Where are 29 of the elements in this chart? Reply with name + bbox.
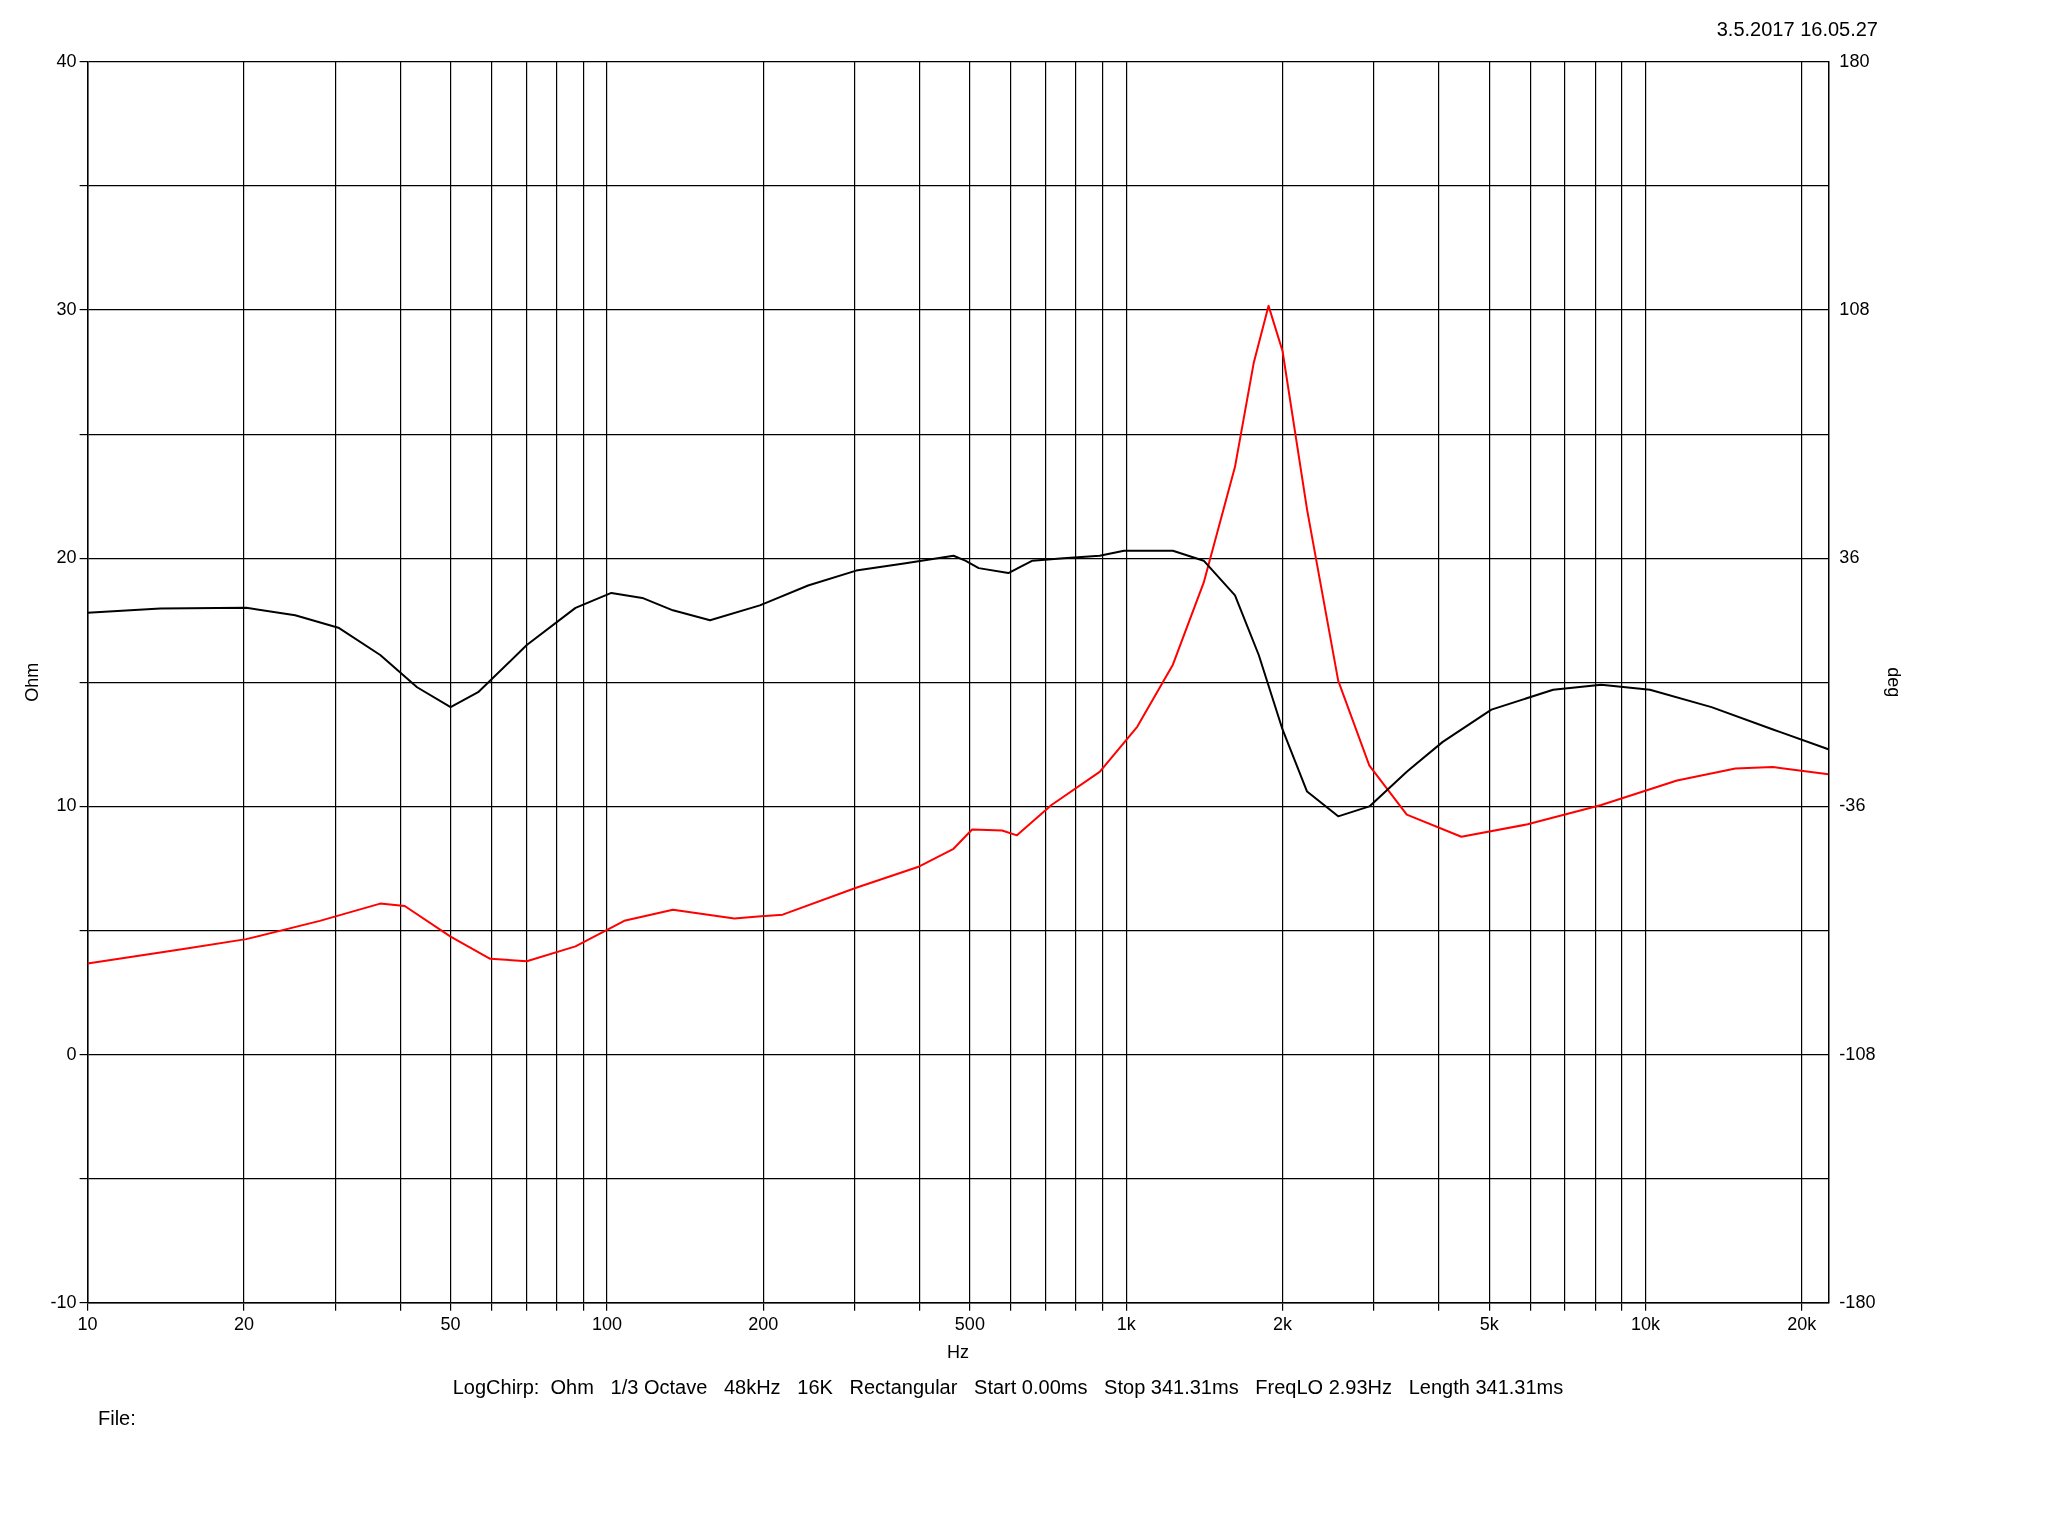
- y-tick-label: 10: [56, 795, 77, 816]
- y2-tick-label: -36: [1839, 795, 1866, 816]
- x-tick-label: 10: [77, 1313, 98, 1334]
- x-tick-label: 5k: [1479, 1313, 1500, 1334]
- x-tick-label: 20k: [1787, 1313, 1818, 1334]
- y2-tick-label: -180: [1839, 1291, 1876, 1312]
- y-tick-label: 40: [56, 50, 77, 71]
- x-tick-label: 200: [748, 1313, 779, 1334]
- x-tick-label: 1k: [1116, 1313, 1137, 1334]
- y-tick-label: 0: [66, 1043, 77, 1064]
- x-tick-label: 20: [233, 1313, 254, 1334]
- x-tick-label: 2k: [1273, 1313, 1294, 1334]
- y2-tick-label: 36: [1839, 547, 1860, 568]
- x-tick-label: 500: [954, 1313, 985, 1334]
- y-tick-label: -10: [50, 1291, 77, 1312]
- x-tick-label: 10k: [1630, 1313, 1661, 1334]
- text: LogChirp: Ohm 1/3 Octave 48kHz 16K Rectangular Start 0.00ms Stop 341.31ms FreqLO 2.93Hz Length 341.31ms: [451, 1376, 1565, 1399]
- x-tick-label: 100: [591, 1313, 622, 1334]
- x-tick-label: 50: [440, 1313, 461, 1334]
- y2-tick-label: 108: [1839, 298, 1870, 319]
- x-axis-title: Hz: [946, 1342, 969, 1363]
- y-tick-label: 30: [56, 298, 77, 319]
- y-axis-title: Ohm: [21, 662, 42, 702]
- y2-tick-label: -108: [1839, 1043, 1876, 1064]
- y2-axis-title: deg: [1884, 667, 1905, 698]
- text: 3.5.2017 16.05.27: [1716, 18, 1878, 42]
- text: File:: [97, 1407, 137, 1430]
- y-tick-label: 20: [56, 547, 77, 568]
- y2-tick-label: 180: [1839, 50, 1870, 71]
